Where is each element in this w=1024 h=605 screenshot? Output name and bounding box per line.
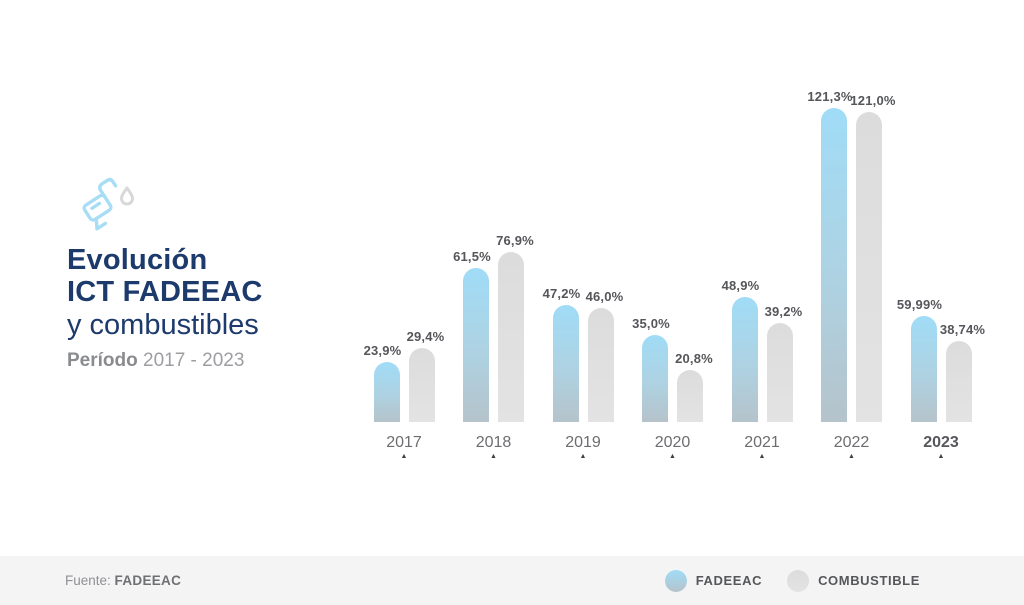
bar-value-label-fadeeac-2023: 59,99%	[896, 297, 943, 312]
year-label-2023: 2023	[923, 434, 959, 451]
year-label-2021: 2021	[744, 434, 780, 451]
bar-fadeeac-2023: 59,99%	[897, 297, 942, 422]
chart-legend: FADEEAC COMBUSTIBLE	[664, 556, 920, 605]
footer-bar: Fuente: FADEEAC FADEEAC COMBUSTIBLE	[0, 556, 1024, 605]
title-line-2: ICT FADEEAC	[67, 276, 263, 309]
page-title: Evolución ICT FADEEAC y combustibles	[67, 244, 365, 341]
title-line-1: Evolución	[67, 244, 208, 276]
bar-combustible-2022: 121,0%	[850, 93, 895, 422]
bar-pair: 48,9% 39,2%	[722, 80, 802, 422]
title-line-3: y combustibles	[67, 308, 259, 341]
year-label-2022: 2022	[833, 434, 870, 451]
bar-combustible-2020: 20,8%	[675, 351, 713, 422]
bar-value-label-fadeeac-2022: 121,3%	[807, 89, 853, 104]
legend-dot-fadeeac-icon	[664, 569, 687, 592]
year-label-2018: 2018	[475, 434, 512, 451]
year-group-2022: 121,3% 121,0% 2022 ▲	[807, 80, 895, 460]
year-marker-icon: ▲	[400, 453, 408, 460]
bar-value-label-combustible-2019: 46,0%	[585, 289, 624, 304]
year-marker-icon: ▲	[579, 453, 587, 460]
bar-value-label-fadeeac-2017: 23,9%	[363, 343, 402, 358]
droplet-icon	[120, 186, 134, 206]
legend-dot-combustible-icon	[787, 569, 810, 592]
bar-fadeeac-2022: 121,3%	[807, 89, 852, 422]
bar-pair: 121,3% 121,0%	[807, 80, 895, 422]
year-group-2020: 35,0% 20,8% 2020 ▲	[632, 80, 713, 460]
bar-pair: 61,5% 76,9%	[453, 80, 534, 422]
bar-pair: 35,0% 20,8%	[632, 80, 713, 422]
bar-value-label-fadeeac-2018: 61,5%	[453, 249, 491, 264]
year-marker-icon: ▲	[490, 453, 497, 460]
period-subtitle: Período 2017 - 2023	[67, 350, 365, 372]
year-group-2019: 47,2% 46,0% 2019 ▲	[543, 80, 624, 460]
legend-item-combustible: COMBUSTIBLE	[787, 569, 920, 592]
year-label-2019: 2019	[565, 434, 601, 451]
year-marker-icon: ▲	[848, 453, 855, 460]
bar-value-label-combustible-2023: 38,74%	[939, 322, 986, 337]
bar-value-label-fadeeac-2019: 47,2%	[542, 286, 581, 301]
bar-pair: 47,2% 46,0%	[543, 80, 623, 422]
bar-pair: 59,99% 38,74%	[897, 80, 985, 422]
bar-combustible-2017: 29,4%	[407, 329, 444, 422]
year-label-2020: 2020	[654, 434, 691, 451]
year-group-2017: 23,9% 29,4% 2017 ▲	[364, 80, 445, 460]
year-marker-icon: ▲	[669, 453, 676, 460]
bar-fadeeac-2019: 47,2%	[543, 286, 580, 422]
source-note: Fuente: FADEEAC	[65, 573, 181, 588]
bar-pair: 23,9% 29,4%	[364, 80, 444, 422]
bar-fadeeac-2021: 48,9%	[722, 278, 759, 422]
source-value: FADEEAC	[114, 573, 182, 588]
title-block: Evolución ICT FADEEAC y combustibles Per…	[65, 172, 365, 372]
period-label: Período	[67, 350, 138, 372]
bar-value-label-combustible-2017: 29,4%	[406, 329, 445, 344]
bar-combustible-2023: 38,74%	[940, 322, 985, 422]
legend-item-fadeeac: FADEEAC	[664, 569, 763, 592]
bar-chart: 23,9% 29,4% 2017 ▲ 61,5% 76,9% 2018 ▲ 47,2% 46,0%…	[364, 80, 1000, 460]
bar-combustible-2018: 76,9%	[496, 233, 534, 422]
bar-combustible-2021: 39,2%	[765, 304, 802, 422]
legend-label-fadeeac: FADEEAC	[695, 573, 763, 588]
bar-fadeeac-2018: 61,5%	[453, 249, 491, 422]
bar-value-label-fadeeac-2021: 48,9%	[721, 278, 760, 293]
bar-fadeeac-2017: 23,9%	[364, 343, 401, 422]
year-group-2018: 61,5% 76,9% 2018 ▲	[453, 80, 534, 460]
bar-value-label-combustible-2018: 76,9%	[496, 233, 534, 248]
bar-value-label-combustible-2021: 39,2%	[764, 304, 803, 319]
year-marker-icon: ▲	[937, 453, 945, 460]
bar-value-label-fadeeac-2020: 35,0%	[632, 316, 670, 331]
bar-fadeeac-2020: 35,0%	[632, 316, 670, 422]
period-value: 2017 - 2023	[143, 350, 245, 372]
year-marker-icon: ▲	[758, 453, 766, 460]
bar-value-label-combustible-2022: 121,0%	[850, 93, 896, 108]
bar-combustible-2019: 46,0%	[586, 289, 623, 422]
year-label-2017: 2017	[386, 434, 422, 451]
year-group-2023: 59,99% 38,74% 2023 ▲	[897, 80, 985, 460]
year-group-2021: 48,9% 39,2% 2021 ▲	[722, 80, 803, 460]
bar-value-label-combustible-2020: 20,8%	[675, 351, 713, 366]
fuel-pump-icon	[82, 177, 134, 231]
legend-label-combustible: COMBUSTIBLE	[818, 573, 920, 588]
source-label: Fuente:	[65, 573, 111, 588]
